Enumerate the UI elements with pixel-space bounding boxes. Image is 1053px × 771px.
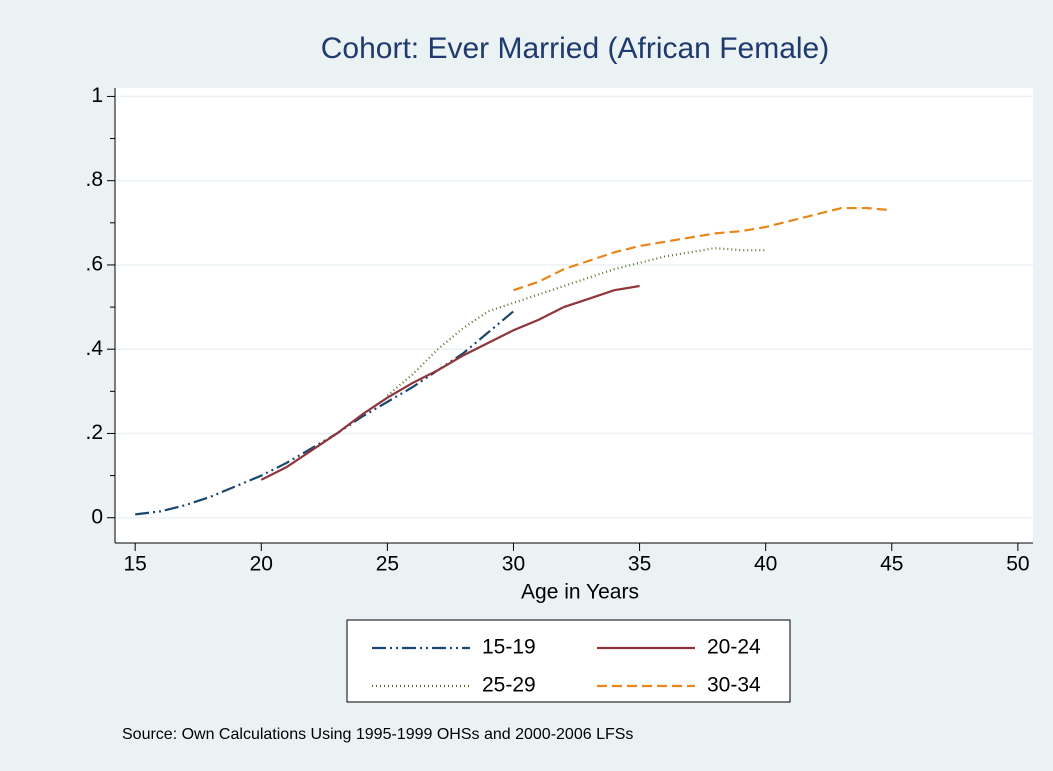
y-tick-label: 0 [91,505,103,528]
y-tick-label: .8 [85,168,103,191]
plot-region [115,88,1033,543]
legend-label: 30-34 [707,674,761,697]
chart-title: Cohort: Ever Married (African Female) [321,32,829,65]
x-tick-label: 25 [376,553,399,576]
x-tick-label: 35 [628,553,651,576]
legend-label: 15-19 [482,636,536,659]
series-line [260,284,640,481]
legend [346,619,791,703]
series-line [513,206,892,292]
x-axis-title: Age in Years [521,581,639,604]
source-note: Source: Own Calculations Using 1995-1999… [122,726,633,743]
y-tick-label: 1 [91,84,103,107]
series-line [386,246,766,397]
legend-label: 20-24 [707,636,761,659]
x-tick-label: 20 [250,553,273,576]
x-tick-label: 50 [1006,553,1029,576]
x-tick-label: 40 [754,553,777,576]
x-tick-label: 15 [123,553,146,576]
x-tick-label: 45 [880,553,903,576]
y-tick-label: .4 [85,337,103,360]
y-tick-label: .6 [85,252,103,275]
y-tick-label: .2 [85,421,103,444]
x-tick-label: 30 [502,553,525,576]
legend-label: 25-29 [482,674,536,697]
